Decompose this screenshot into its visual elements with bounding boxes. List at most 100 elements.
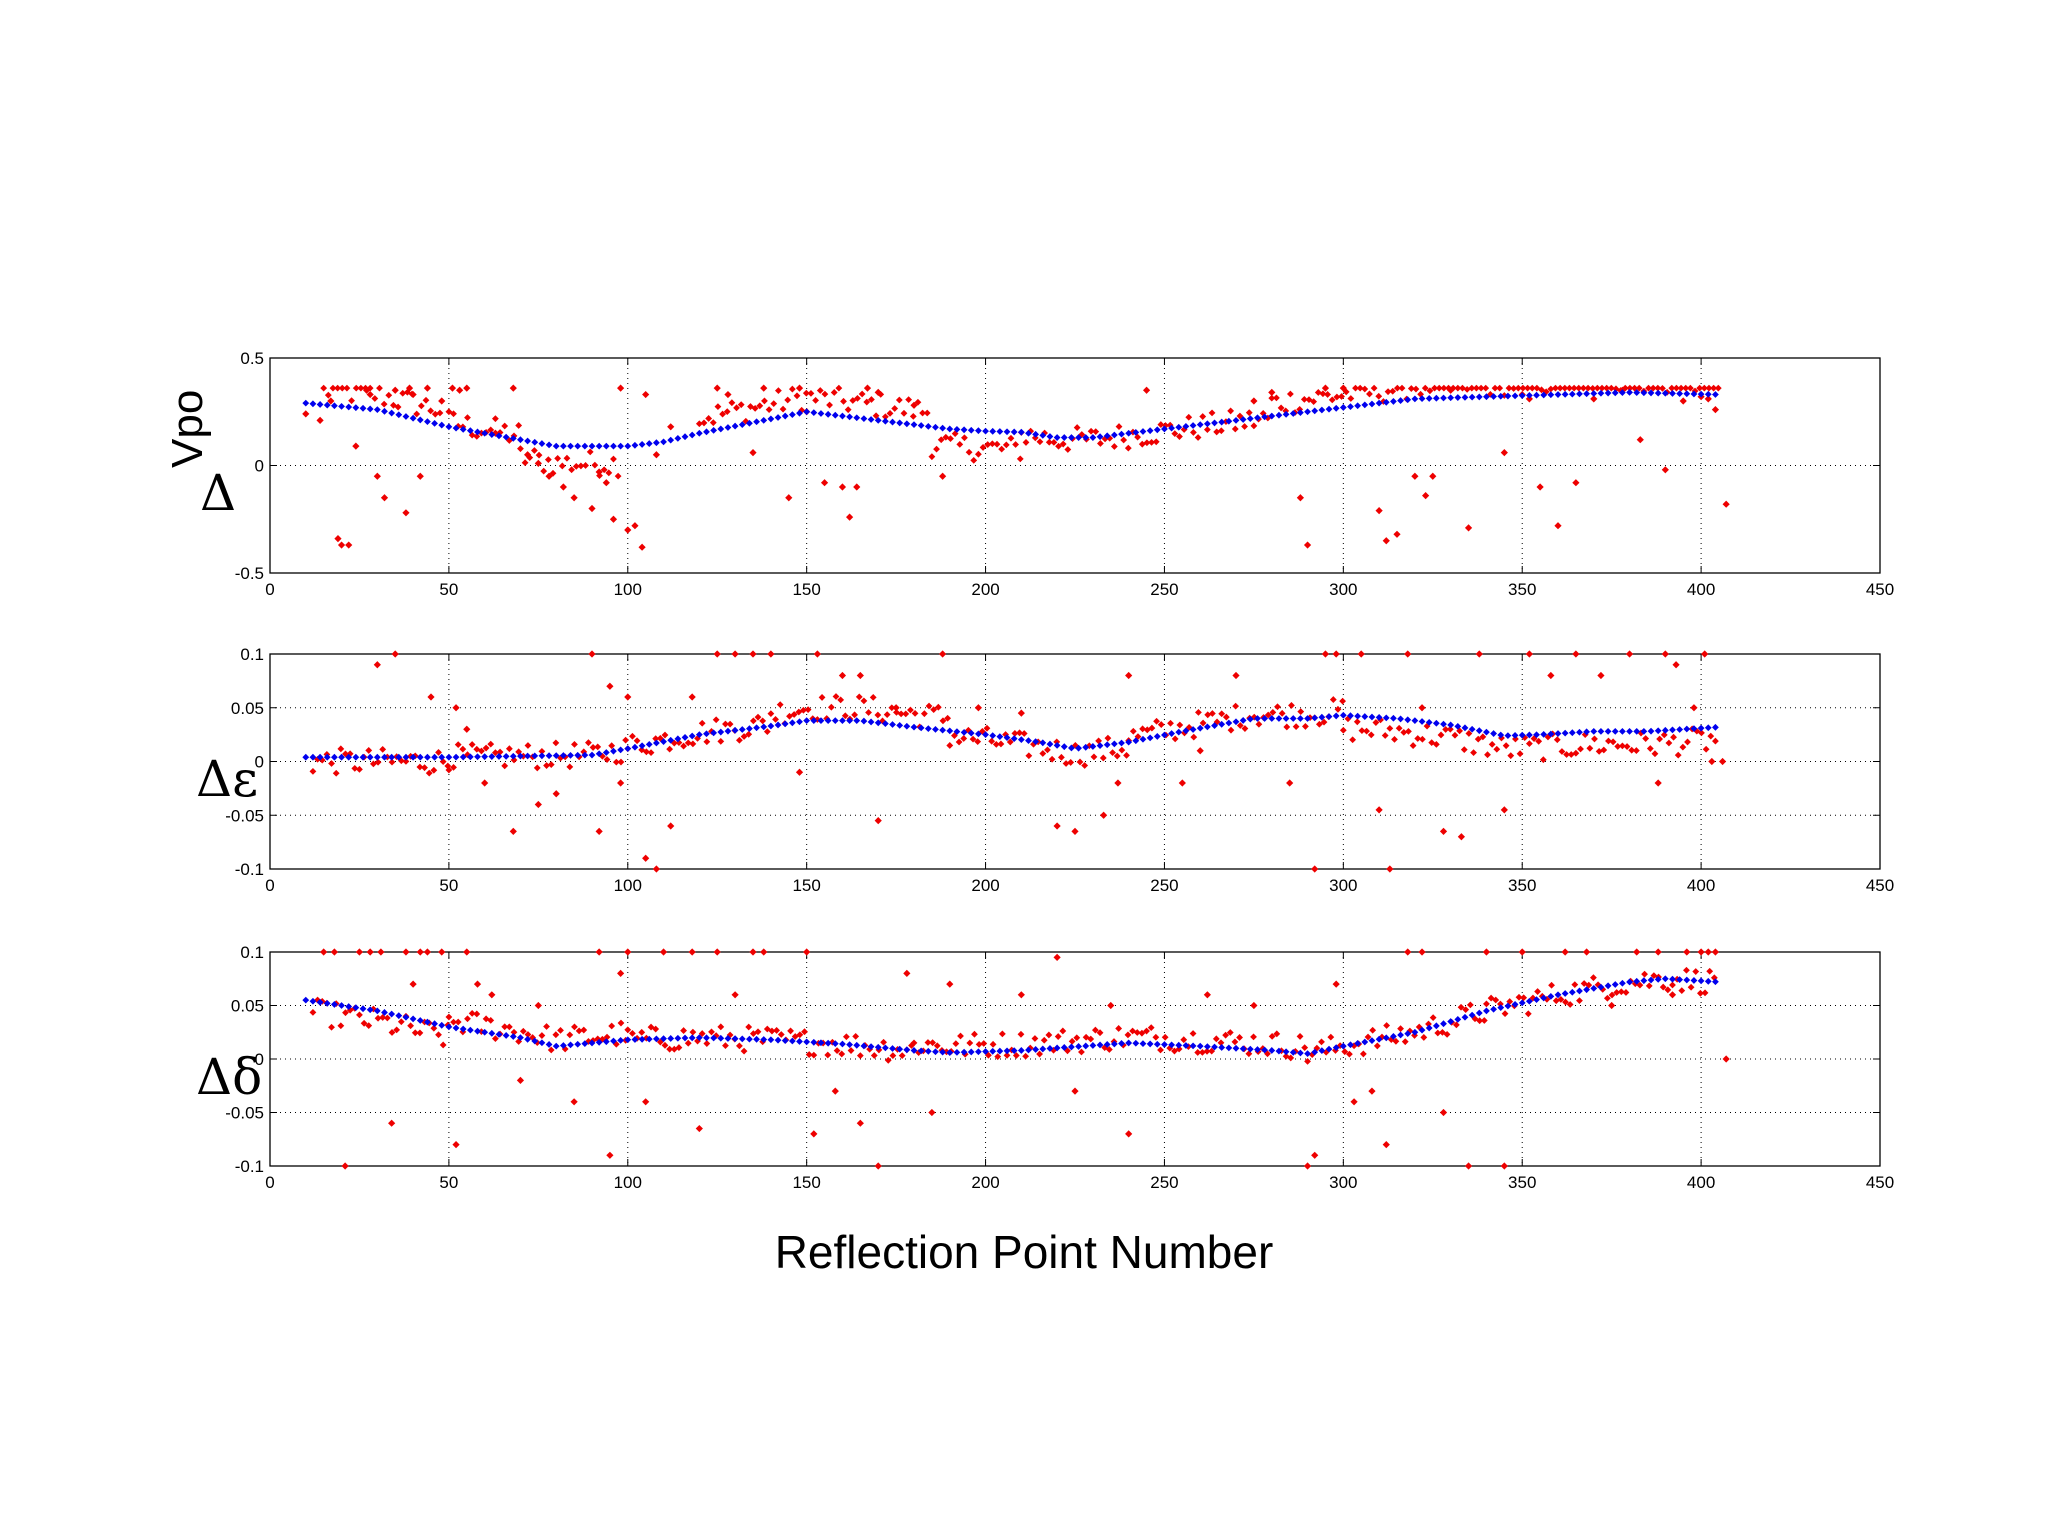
smooth-point: [481, 429, 489, 437]
smooth-point: [903, 420, 911, 428]
raw-point: [754, 713, 762, 721]
raw-point: [633, 737, 641, 745]
raw-point: [779, 405, 787, 413]
x-tick-label: 150: [792, 1173, 820, 1192]
raw-point: [717, 738, 725, 745]
raw-point: [998, 1030, 1006, 1038]
y-axis-label-text: Vpo: [163, 390, 212, 468]
raw-point: [903, 969, 911, 977]
smooth-point: [831, 411, 839, 419]
raw-point: [801, 1028, 808, 1036]
raw-point: [402, 509, 410, 517]
smooth-point: [731, 422, 739, 430]
raw-point: [1418, 948, 1426, 956]
raw-point: [796, 1031, 804, 1039]
raw-point: [554, 455, 562, 462]
smooth-point: [1275, 1047, 1283, 1055]
smooth-point: [1561, 990, 1569, 997]
raw-point: [1113, 752, 1121, 760]
y-tick-label: 0.05: [231, 997, 264, 1016]
smooth-point: [1139, 735, 1147, 743]
smooth-point: [1590, 984, 1598, 992]
raw-point: [464, 414, 471, 422]
smooth-point: [1325, 713, 1333, 720]
raw-point: [1107, 1001, 1115, 1010]
raw-point: [1614, 743, 1622, 750]
raw-point: [1053, 822, 1061, 830]
raw-point: [1048, 755, 1056, 763]
raw-point: [1287, 1054, 1295, 1062]
smooth-point: [1125, 429, 1133, 437]
smooth-point: [409, 1015, 417, 1023]
smooth-point: [531, 438, 539, 446]
raw-point: [338, 384, 346, 392]
raw-point: [1125, 1130, 1133, 1138]
smooth-point: [345, 753, 353, 761]
smooth-point: [1354, 402, 1362, 410]
smooth-point: [1661, 389, 1669, 397]
smooth-point: [1404, 1030, 1412, 1038]
raw-point: [1584, 384, 1592, 392]
raw-point: [1590, 974, 1597, 982]
smooth-point: [459, 753, 467, 761]
raw-point: [1432, 740, 1440, 748]
raw-point: [478, 1028, 485, 1036]
raw-point: [1194, 434, 1202, 441]
raw-point: [521, 459, 529, 467]
raw-point: [1321, 384, 1330, 392]
raw-point: [723, 408, 731, 416]
smooth-point: [1647, 976, 1655, 984]
smooth-point: [903, 1046, 911, 1054]
raw-point: [700, 419, 708, 427]
smooth-point: [1547, 391, 1555, 399]
raw-point: [1493, 745, 1501, 753]
raw-point: [892, 704, 900, 712]
y-tick-label: 0: [255, 1050, 264, 1069]
raw-point: [667, 822, 675, 830]
raw-point: [1161, 1033, 1169, 1041]
raw-point: [379, 745, 387, 753]
smooth-point: [445, 753, 453, 761]
smooth-point: [703, 730, 710, 738]
smooth-point: [366, 1006, 374, 1014]
smooth-point: [359, 1005, 367, 1013]
smooth-point: [638, 441, 646, 448]
smooth-point: [653, 439, 660, 447]
smooth-point: [1619, 979, 1626, 987]
raw-point: [397, 1018, 405, 1026]
smooth-point: [595, 442, 603, 450]
raw-point: [1178, 779, 1186, 787]
smooth-point: [1304, 715, 1311, 722]
raw-point: [830, 389, 838, 396]
raw-point: [1346, 1050, 1353, 1058]
x-tick-label: 250: [1150, 580, 1178, 599]
raw-point: [1501, 1010, 1509, 1018]
raw-point: [1338, 393, 1345, 400]
smooth-point: [388, 1010, 396, 1018]
raw-point: [1227, 407, 1235, 415]
smooth-point: [1483, 1007, 1490, 1015]
smooth-point: [381, 1009, 388, 1016]
smooth-point: [1254, 1046, 1261, 1053]
raw-point: [1356, 384, 1364, 392]
smooth-point: [1533, 731, 1540, 739]
raw-point: [788, 385, 796, 393]
smooth-point: [338, 1002, 345, 1009]
raw-point: [1143, 726, 1151, 734]
smooth-point: [674, 735, 682, 743]
raw-point: [838, 1050, 846, 1058]
raw-point: [1705, 384, 1713, 392]
smooth-point: [1525, 731, 1533, 739]
smooth-point: [1246, 1045, 1254, 1053]
x-tick-label: 200: [971, 580, 999, 599]
smooth-point: [466, 427, 474, 435]
raw-point: [889, 1052, 897, 1060]
raw-point: [492, 1035, 499, 1043]
raw-point: [388, 1119, 396, 1127]
raw-point: [1420, 1034, 1428, 1041]
smooth-point: [495, 1030, 503, 1038]
smooth-point: [881, 417, 889, 425]
raw-point: [1401, 1038, 1409, 1046]
raw-point: [726, 720, 734, 728]
x-tick-label: 350: [1508, 580, 1536, 599]
